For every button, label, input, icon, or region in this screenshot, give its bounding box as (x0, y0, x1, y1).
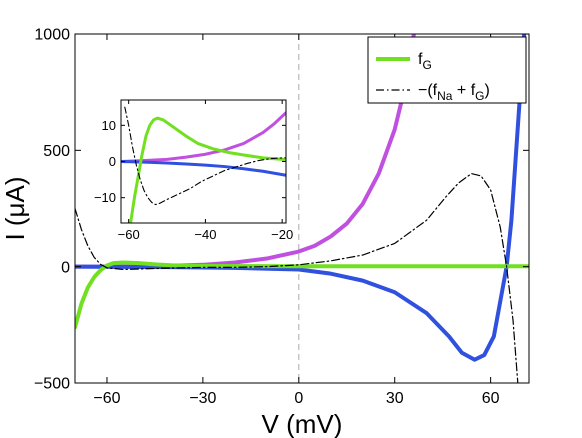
y-axis-label: I (μA) (0, 176, 30, 240)
main-xtick-label: 30 (386, 390, 404, 407)
inset-xtick-label: −20 (271, 227, 293, 242)
inset-series-dashdot (124, 106, 286, 206)
main-xtick-label: 0 (294, 390, 303, 407)
inset-plot: −60 −40 −20 −10 0 10 (94, 99, 293, 242)
main-ytick-label: 0 (61, 259, 70, 276)
legend-label-green: fG​ (418, 51, 432, 72)
main-xtick-label: −60 (93, 390, 120, 407)
inset-series-green (129, 116, 286, 223)
main-ytick-label: 1000 (34, 27, 70, 44)
main-ytick-label: 500 (43, 143, 70, 160)
inset-ytick-label: 10 (102, 118, 116, 133)
main-ytick-label: −500 (34, 376, 70, 393)
main-xtick-label: −30 (189, 390, 216, 407)
inset-xtick-label: −40 (194, 227, 216, 242)
legend-box (367, 36, 527, 104)
main-xtick-label: 60 (482, 390, 500, 407)
inset-ytick-label: −10 (94, 190, 116, 205)
main-plot: −60 −30 0 30 60 −500 0 500 1000 V (mV) I (μA) (0, 27, 530, 438)
main-series-dashdot (75, 173, 519, 383)
inset-ytick-label: 0 (109, 154, 116, 169)
legend-label-dashdot: −(fNa​ + fG​) (418, 82, 490, 103)
legend: fG​ −(fNa​ + fG​) (367, 36, 527, 104)
inset-series-magenta (121, 111, 286, 163)
main-axes-frame (74, 33, 530, 384)
x-axis-label: V (mV) (262, 409, 343, 438)
inset-xtick-label: −60 (118, 227, 140, 242)
main-series-green (75, 260, 529, 330)
main-series-blue (75, 34, 527, 362)
inset-series-blue (121, 160, 286, 177)
